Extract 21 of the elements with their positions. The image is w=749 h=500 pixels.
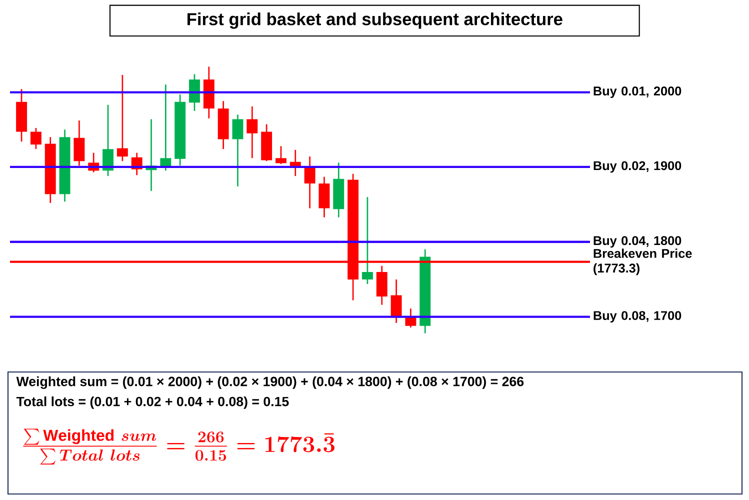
ref-line-label: Buy 0.01, 2000 <box>594 86 682 98</box>
candlestick <box>102 104 114 177</box>
text: Total lots = (0.01 + 0.02 + 0.04 + 0.08) = 0.15 <box>16 396 289 409</box>
text: Weighted sum = (0.01 × 2000) + (0.02 × 1900) + (0.04 × 1800) + (0.08 × 1700) = 266 <box>16 376 524 389</box>
candlestick <box>276 145 286 165</box>
candlestick <box>390 278 402 324</box>
candlestick <box>246 106 258 159</box>
ref-line-label: Breakeven Price (1773.3) <box>594 248 692 276</box>
ref-line-label: Buy 0.08, 1700 <box>594 311 682 323</box>
candlestick <box>362 196 373 285</box>
candlestick <box>30 127 42 150</box>
chart-title: First grid basket and subsequent architecture <box>188 12 562 29</box>
candlestick <box>116 74 128 162</box>
candlestick <box>304 156 316 209</box>
text: $\frac{\sum \mathrm{Weighted}\ sum}{\sum Total\ lots} = \frac{266}{0.15} = 1773.\bar{3}$ <box>23 428 334 465</box>
candlestick <box>74 120 85 166</box>
ref-line-label: Buy 0.04, 1800 <box>594 236 682 248</box>
candlestick <box>160 84 172 172</box>
candlestick <box>405 308 416 328</box>
candlestick <box>232 114 244 188</box>
ref-line-label: Buy 0.02, 1900 <box>594 161 682 173</box>
